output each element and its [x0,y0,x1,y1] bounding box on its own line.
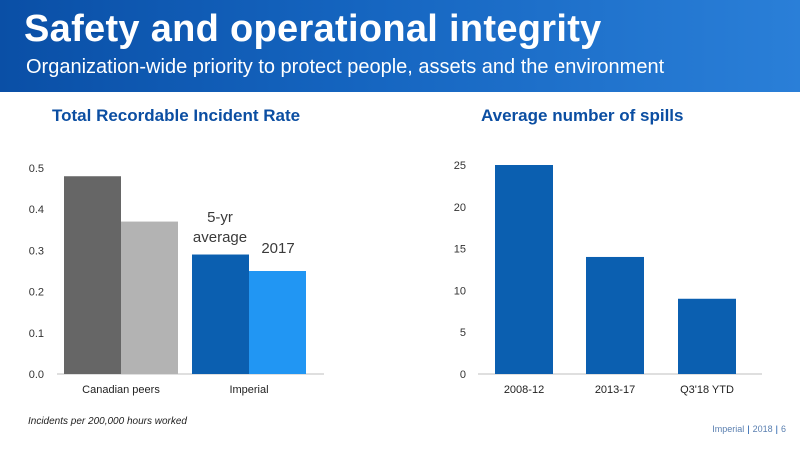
footer-year: 2018 [752,424,773,434]
spills-y-tick-label: 20 [454,202,466,214]
spills-bar [495,165,553,374]
trir-bar [249,271,306,374]
trir-y-tick-label: 0.3 [29,245,44,257]
trir-x-tick-label: Imperial [229,384,268,396]
spills-y-tick-label: 25 [454,160,466,172]
spills-x-tick-label: Q3'18 YTD [680,384,734,396]
spills-bar [586,256,644,374]
trir-x-tick-label: Canadian peers [82,384,160,396]
footnote: Incidents per 200,000 hours worked [28,416,187,427]
spills-y-tick-label: 10 [454,285,466,297]
spills-bar [678,298,736,374]
trir-chart-title: Total Recordable Incident Rate [52,106,301,125]
spills-y-tick-label: 0 [460,369,466,381]
spills-x-tick-label: 2008-12 [504,384,544,396]
trir-y-tick-label: 0.2 [29,287,44,299]
trir-label-5yr-line1: 5-yr [207,209,233,226]
trir-label-2017: 2017 [261,240,294,257]
footer-page-number: 6 [780,424,786,434]
spills-y-tick-label: 5 [460,327,466,339]
trir-y-tick-label: 0.1 [29,328,44,340]
trir-bar [121,221,178,374]
trir-bar [64,176,121,374]
slide-title: Safety and operational integrity [24,8,602,50]
slide-subtitle: Organization-wide priority to protect pe… [26,56,665,78]
trir-y-tick-label: 0.5 [29,163,44,175]
trir-label-5yr-line2: average [193,229,247,246]
spills-x-tick-label: 2013-17 [595,384,635,396]
trir-y-tick-label: 0.0 [29,369,44,381]
trir-bar [192,254,249,374]
slide-header: Safety and operational integrity Organiz… [0,0,800,92]
trir-y-tick-label: 0.4 [29,204,44,216]
spills-y-tick-label: 15 [454,244,466,256]
slide-footer: Imperial | 2018 | 6 [712,424,786,434]
spills-chart-title: Average number of spills [481,106,684,125]
footer-company: Imperial [712,424,745,434]
